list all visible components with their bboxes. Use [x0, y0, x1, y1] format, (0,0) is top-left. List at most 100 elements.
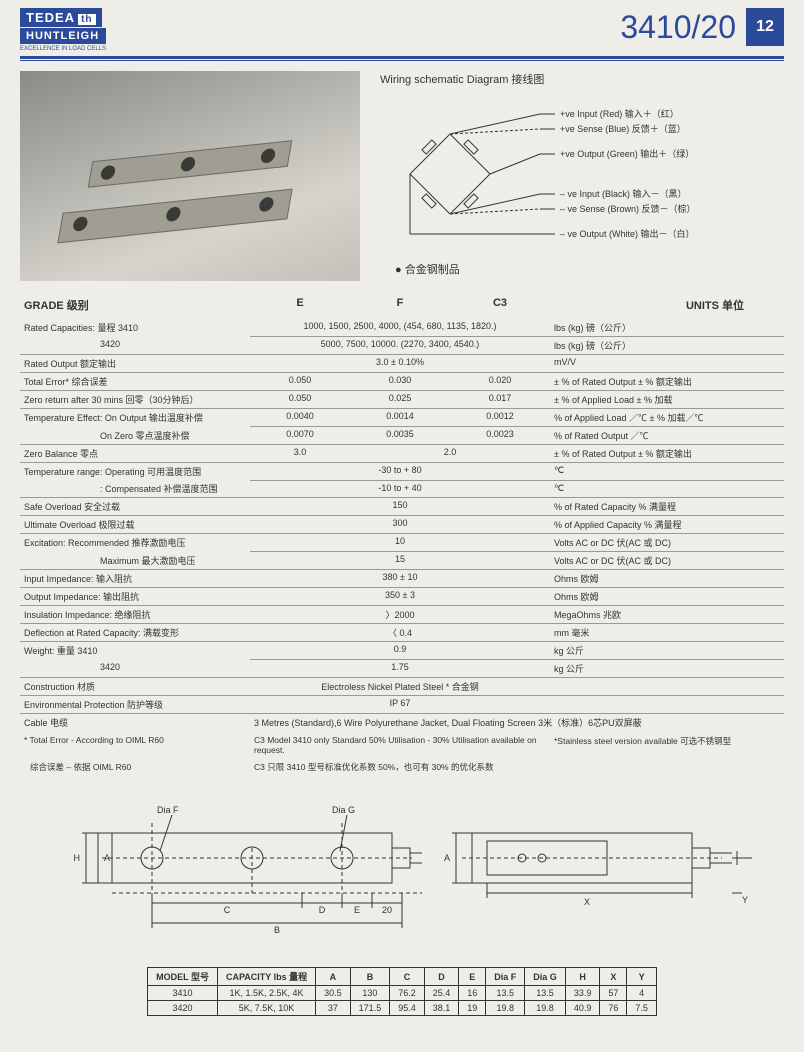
svg-text:X: X: [584, 897, 590, 907]
dim-cell: 19: [459, 1001, 486, 1016]
spec-val-e: 3.0: [250, 445, 350, 463]
top-section: Wiring schematic Diagram 接线图 +ve Input (…: [20, 71, 784, 281]
dim-cell: 37: [316, 1001, 351, 1016]
footnote-2b: C3 只限 3410 型号标准优化系数 50%，也可有 30% 的优化系数: [250, 757, 784, 775]
dim-cell: 4: [627, 986, 657, 1001]
svg-text:Dia G: Dia G: [332, 805, 355, 815]
specification-table: GRADE 级别 E F C3 UNITS 单位 Rated Capacitie…: [20, 295, 784, 775]
spec-param: Input Impedance: 输入阻抗: [20, 570, 250, 588]
spec-param: Output Impedance: 输出阻抗: [20, 588, 250, 606]
col-header-grade: GRADE 级别: [20, 295, 250, 319]
spec-val-f: 0.030: [350, 373, 450, 391]
dim-cell: 76: [600, 1001, 627, 1016]
brand-tagline: EXCELLENCE IN LOAD CELLS: [20, 46, 106, 52]
spec-units: lbs (kg) 磅（公斤）: [550, 337, 784, 355]
spec-param: Insulation Impedance: 绝缘阻抗: [20, 606, 250, 624]
spec-value: 10: [250, 534, 550, 552]
loadcell-shape-1: [88, 140, 293, 188]
dim-cell: 33.9: [565, 986, 600, 1001]
dim-header: CAPACITY lbs 量程: [217, 968, 315, 986]
spec-units: Ohms 欧姆: [550, 570, 784, 588]
spec-value: 〈 0.4: [250, 624, 550, 642]
spec-val-c3: 0.0023: [450, 427, 550, 445]
dim-cell: 130: [350, 986, 390, 1001]
spec-units: kg 公斤: [550, 660, 784, 678]
footnote-1b: C3 Model 3410 only Standard 50% Utilisat…: [250, 731, 550, 757]
svg-text:Dia F: Dia F: [157, 805, 179, 815]
spec-val-f: 0.025: [350, 391, 450, 409]
spec-value: 15: [250, 552, 550, 570]
header-rule-thin: [20, 60, 784, 61]
spec-param: Weight: 重量 3410: [20, 642, 250, 660]
spec-param: Deflection at Rated Capacity: 满载变形: [20, 624, 250, 642]
spec-units: [550, 696, 784, 714]
spec-value: 0.9: [250, 642, 550, 660]
page-number-badge: 12: [746, 8, 784, 46]
dim-cell: 5K, 7.5K, 10K: [217, 1001, 315, 1016]
wiring-title: Wiring schematic Diagram 接线图: [380, 71, 784, 87]
spec-value: Electroless Nickel Plated Steel * 合金钢: [250, 678, 550, 696]
brand-th: th: [78, 14, 95, 25]
spec-units: ℃: [550, 463, 784, 481]
spec-val-c3: 0.017: [450, 391, 550, 409]
dim-header: E: [459, 968, 486, 986]
spec-value: -10 to + 40: [250, 480, 550, 498]
spec-param: Rated Output 额定输出: [20, 355, 250, 373]
spec-units: ± % of Applied Load ± % 加载: [550, 391, 784, 409]
dim-cell: 13.5: [486, 986, 525, 1001]
spec-value: 1000, 1500, 2500, 4000, (454, 680, 1135,…: [250, 319, 550, 337]
svg-text:– ve Output (White) 输出－（白）: – ve Output (White) 输出－（白）: [560, 228, 695, 239]
spec-value: 5000, 7500, 10000. (2270, 3400, 4540.): [250, 337, 550, 355]
col-header-units: UNITS 单位: [550, 295, 784, 319]
spec-param: On Zero 零点温度补偿: [20, 427, 250, 445]
page-header: TEDEAth HUNTLEIGH EXCELLENCE IN LOAD CEL…: [20, 8, 784, 52]
spec-units: ± % of Rated Output ± % 额定输出: [550, 373, 784, 391]
spec-param: Temperature range: Operating 可用温度范围: [20, 463, 250, 481]
dim-header: C: [390, 968, 425, 986]
svg-text:20: 20: [382, 905, 392, 915]
wiring-schematic-diagram: +ve Input (Red) 输入＋（红）+ve Sense (Blue) 反…: [380, 99, 750, 249]
col-header-f: F: [350, 295, 450, 319]
spec-units: mm 毫米: [550, 624, 784, 642]
svg-text:H: H: [74, 853, 81, 863]
spec-value: 3 Metres (Standard),6 Wire Polyurethane …: [250, 714, 784, 732]
wiring-column: Wiring schematic Diagram 接线图 +ve Input (…: [380, 71, 784, 281]
dim-cell: 95.4: [390, 1001, 425, 1016]
dim-cell: 1K, 1.5K, 2.5K, 4K: [217, 986, 315, 1001]
dim-cell: 19.8: [486, 1001, 525, 1016]
spec-param: Maximum 最大激励电压: [20, 552, 250, 570]
spec-param: Excitation: Recommended 推荐激励电压: [20, 534, 250, 552]
spec-units: lbs (kg) 磅（公斤）: [550, 319, 784, 337]
spec-units: [550, 678, 784, 696]
svg-text:– ve Input (Black) 输入－（黑）: – ve Input (Black) 输入－（黑）: [560, 188, 687, 199]
spec-val-f: 0.0014: [350, 409, 450, 427]
spec-units: % of Applied Capacity % 满量程: [550, 516, 784, 534]
spec-value: 350 ± 3: [250, 588, 550, 606]
spec-param: Temperature Effect: On Output 输出温度补偿: [20, 409, 250, 427]
spec-units: % of Applied Load ／℃ ± % 加载／℃: [550, 409, 784, 427]
spec-val-f: 0.0035: [350, 427, 450, 445]
spec-val-e: 0.050: [250, 391, 350, 409]
footnote-2a: 综合误差 – 依据 OIML R60: [20, 757, 250, 775]
spec-val-e: 0.0070: [250, 427, 350, 445]
alloy-steel-note: ● 合金钢制品: [395, 261, 784, 277]
dim-cell: 171.5: [350, 1001, 390, 1016]
svg-text:A: A: [104, 853, 110, 863]
dim-header: Dia G: [525, 968, 566, 986]
dim-header: MODEL 型号: [148, 968, 218, 986]
spec-units: kg 公斤: [550, 642, 784, 660]
col-header-e: E: [250, 295, 350, 319]
dimension-table: MODEL 型号CAPACITY lbs 量程ABCDEDia FDia GHX…: [147, 967, 657, 1016]
spec-value: 300: [250, 516, 550, 534]
dim-header: A: [316, 968, 351, 986]
product-photo: [20, 71, 360, 281]
spec-param: Environmental Protection 防护等级: [20, 696, 250, 714]
dim-header: X: [600, 968, 627, 986]
spec-param: Zero Balance 零点: [20, 445, 250, 463]
dim-header: Dia F: [486, 968, 525, 986]
spec-units: Ohms 欧姆: [550, 588, 784, 606]
footnote-1a: * Total Error - According to OIML R60: [20, 731, 250, 757]
spec-units: % of Rated Capacity % 满量程: [550, 498, 784, 516]
svg-text:D: D: [319, 905, 326, 915]
spec-units: ± % of Rated Output ± % 额定输出: [550, 445, 784, 463]
